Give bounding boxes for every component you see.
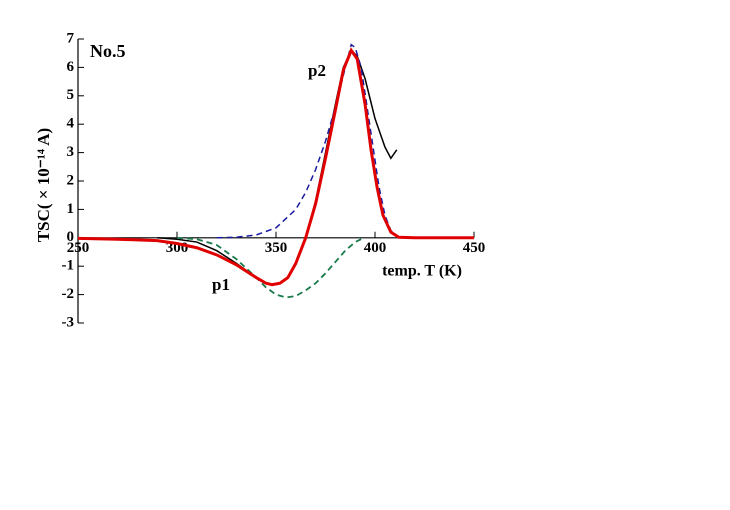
y-tick-label: 7 (67, 30, 75, 46)
annotation: p1 (212, 275, 230, 294)
x-tick-label: 400 (364, 240, 387, 256)
y-tick-label: 4 (67, 116, 75, 132)
y-tick-label: -3 (62, 314, 75, 330)
y-tick-label: 2 (67, 172, 75, 188)
data-line (77, 47, 474, 287)
x-axis-label: temp. T (K) (382, 263, 462, 280)
y-tick-label: -1 (62, 258, 75, 274)
y-axis-label: TSC( × 10⁻¹⁴ A) (34, 128, 53, 242)
annotation: p2 (308, 61, 326, 80)
y-tick-label: 1 (67, 201, 75, 217)
x-tick-label: 450 (463, 240, 486, 256)
x-tick-label: 350 (265, 240, 288, 256)
y-tick-label: 3 (67, 144, 75, 160)
x-tick-label: 250 (67, 240, 90, 256)
y-tick-label: 0 (67, 229, 75, 245)
data-line (176, 236, 362, 299)
y-tick-label: 6 (67, 59, 75, 75)
y-tick-label: 5 (67, 87, 75, 103)
annotation: No.5 (90, 41, 126, 61)
y-tick-label: -2 (62, 286, 75, 302)
